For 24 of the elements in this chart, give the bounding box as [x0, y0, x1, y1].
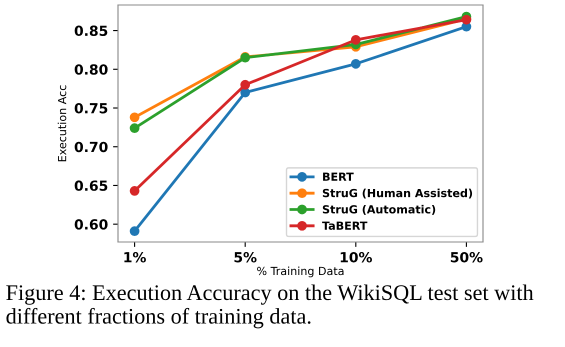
y-tick-label: 0.80 — [74, 64, 108, 75]
legend-label: BERT — [323, 172, 354, 181]
y-tick-label: 0.85 — [74, 26, 108, 36]
point — [350, 59, 361, 69]
point — [130, 123, 140, 134]
point — [130, 112, 140, 122]
x-tick-label: 10% — [340, 252, 372, 262]
y-axis-title: Execution Acc — [58, 85, 66, 162]
point — [240, 80, 250, 90]
legend-label: StruG (Human Assisted) — [322, 188, 472, 199]
caption: Figure 4: Execution Accuracy on the WikiSQL test set with different fractions of training data. — [6, 284, 534, 328]
x-tick-label: 1% — [124, 252, 146, 262]
y-tick-label: 0.60 — [74, 219, 108, 230]
x-tick-label: 5% — [234, 252, 257, 262]
point — [130, 186, 140, 196]
point — [130, 226, 140, 236]
point — [350, 34, 361, 45]
legend-label: TaBERT — [322, 222, 368, 230]
x-axis-title: % Training Data — [257, 266, 344, 278]
y-tick-label: 0.75 — [74, 102, 108, 114]
x-tick-label: 50% — [450, 252, 483, 262]
y-tick-label: 0.65 — [74, 180, 108, 191]
legend-label: StruG (Automatic) — [322, 204, 436, 215]
y-tick-label: 0.70 — [74, 142, 108, 152]
